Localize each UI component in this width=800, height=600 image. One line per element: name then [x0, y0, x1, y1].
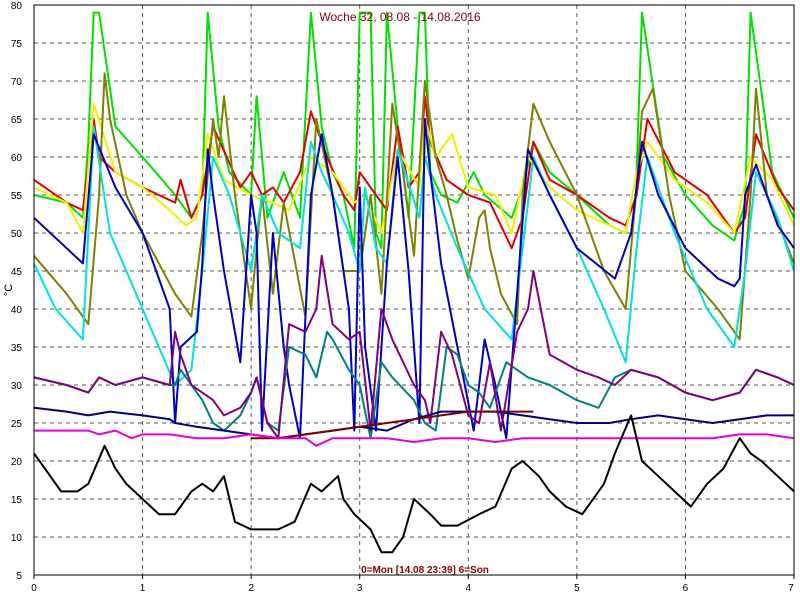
y-tick-label: 35	[11, 343, 23, 354]
y-tick-label: 5	[16, 571, 22, 582]
x-tick-label: 4	[466, 583, 472, 594]
y-tick-label: 70	[11, 77, 23, 88]
y-axis-label: °C	[3, 284, 15, 296]
series-line-9	[251, 410, 534, 440]
x-tick-label: 3	[357, 583, 363, 594]
series-line-2	[33, 102, 795, 234]
y-tick-label: 45	[11, 267, 23, 278]
x-tick-label: 0	[31, 583, 37, 594]
y-tick-label: 20	[11, 457, 23, 468]
chart-footer: 0=Mon [14.08 23:39] 6=Son	[361, 565, 489, 576]
y-tick-label: 60	[11, 153, 23, 164]
series-line-5	[33, 118, 795, 440]
x-tick-label: 2	[248, 583, 254, 594]
y-tick-label: 30	[11, 381, 23, 392]
plot-frame	[33, 4, 795, 576]
x-tick-label: 5	[574, 583, 580, 594]
x-tick-label: 7	[788, 583, 794, 594]
series-line-11	[33, 414, 795, 554]
y-tick-label: 10	[11, 533, 23, 544]
x-tick-label: 1	[140, 583, 146, 594]
chart-title: Woche 32, 08.08 - 14.08.2016	[319, 10, 481, 24]
y-tick-label: 55	[11, 191, 23, 202]
y-tick-label: 25	[11, 419, 23, 430]
y-tick-label: 40	[11, 305, 23, 316]
series-line-10	[34, 429, 795, 447]
y-tick-label: 65	[11, 115, 23, 126]
series-group	[33, 11, 795, 554]
y-tick-label: 50	[11, 229, 23, 240]
series-line-7	[33, 254, 795, 440]
series-line-3	[33, 72, 795, 341]
x-tick-label: 6	[683, 583, 689, 594]
y-tick-label: 80	[11, 1, 23, 12]
y-tick-label: 15	[11, 495, 23, 506]
series-line-8	[33, 406, 794, 440]
y-tick-label: 75	[11, 39, 23, 50]
